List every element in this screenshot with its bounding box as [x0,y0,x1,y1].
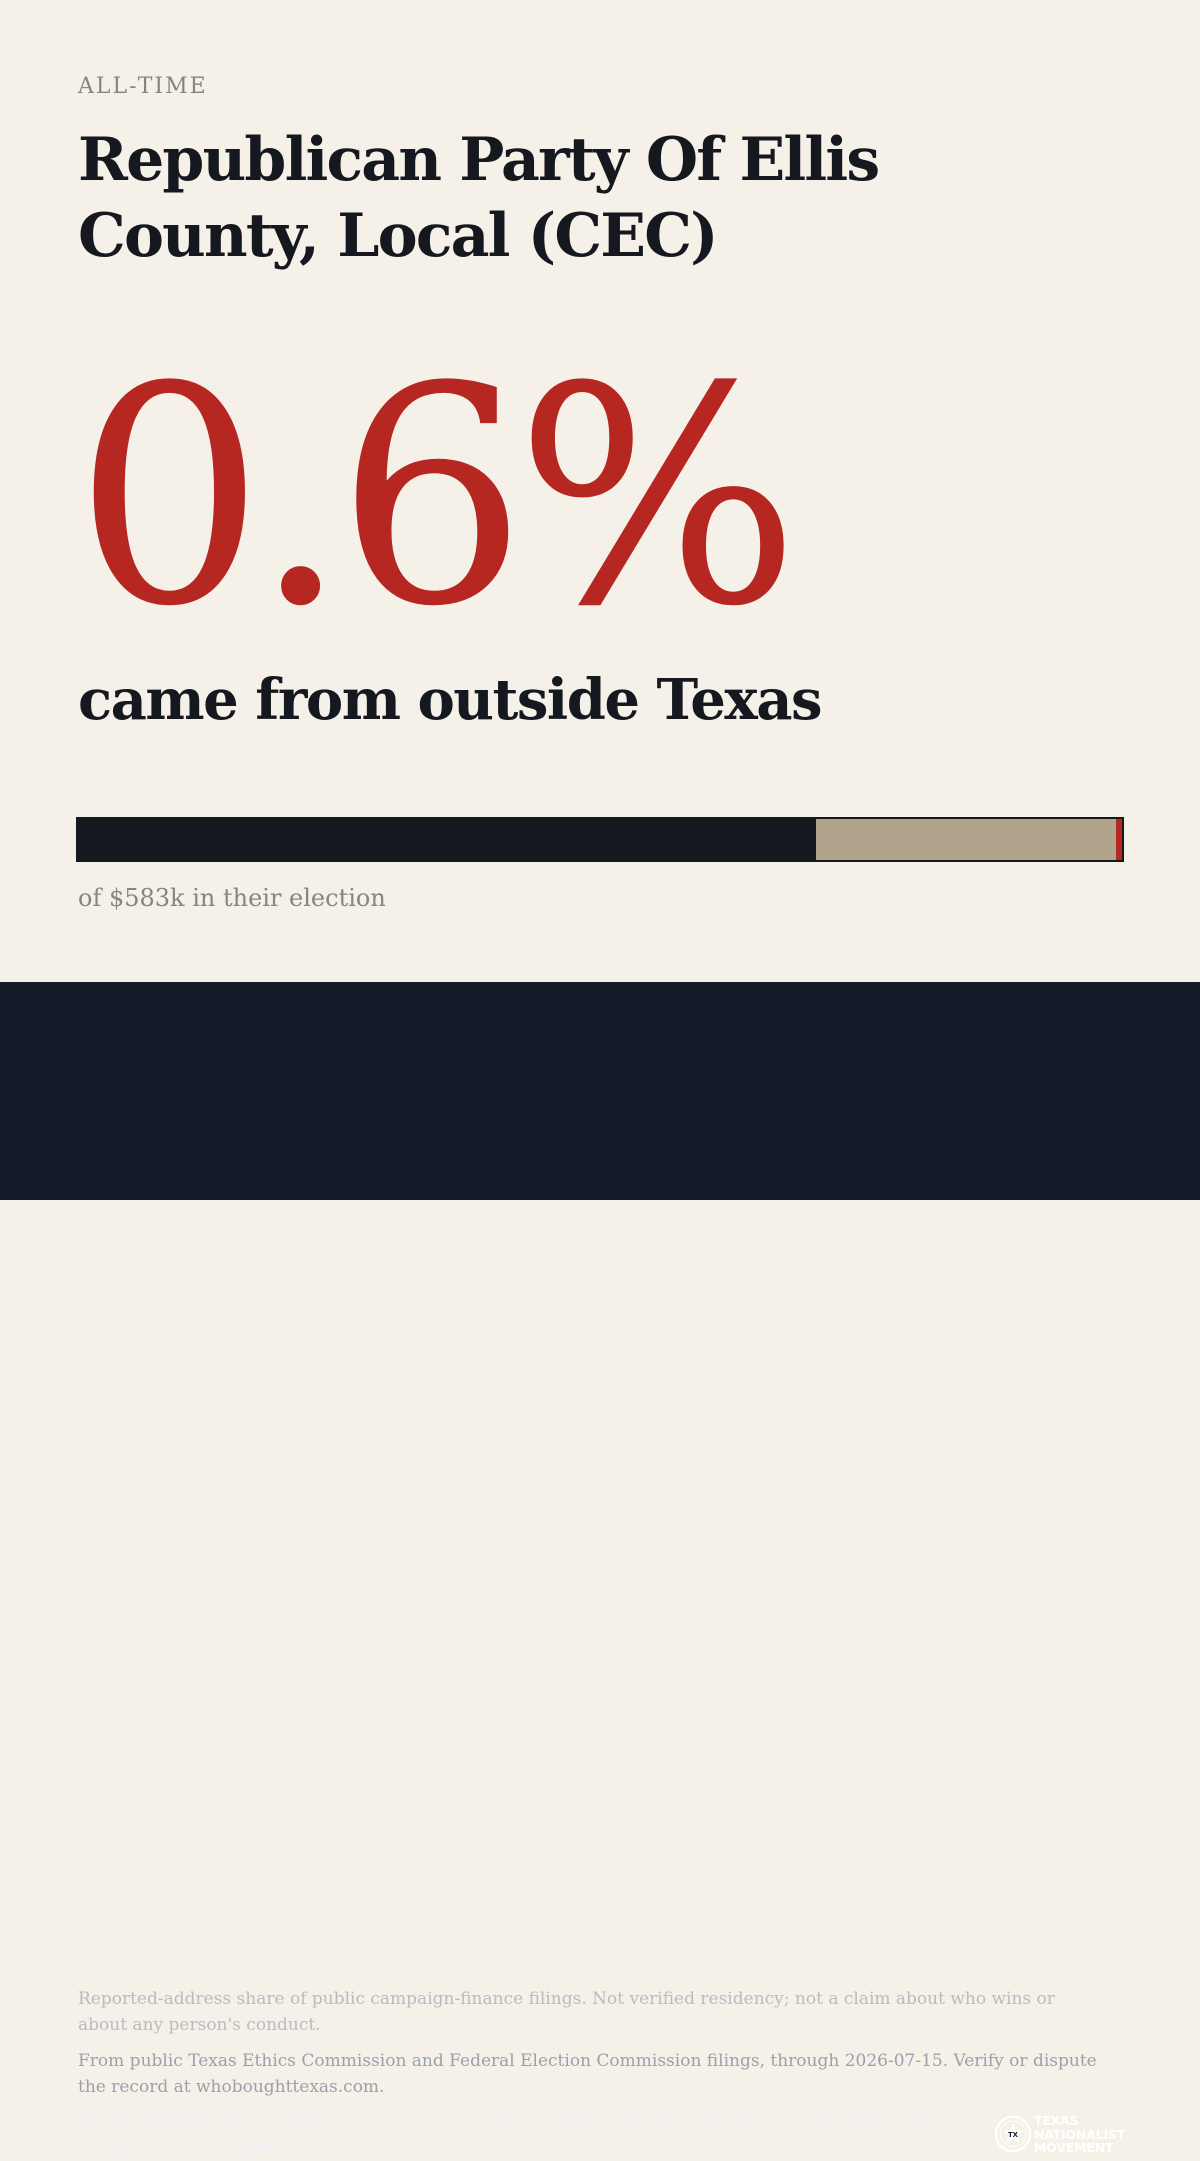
tnm-logo: TX TEXAS NATIONALIST MOVEMENT [994,2113,1134,2157]
logo-line-1: TEXAS [1034,2113,1079,2128]
disclaimer-text: Reported-address share of public campaig… [78,1989,1055,2035]
election-total-caption: of $583k in their election [78,884,386,912]
main-card: ALL-TIME Republican Party Of Ellis Count… [0,0,1200,982]
logo-line-3: MOVEMENT [1034,2140,1114,2155]
bar-segment-texas [78,819,817,860]
logo-line-2: NATIONALIST [1034,2126,1126,2142]
outside-share-subline: came from outside Texas [78,667,823,733]
credit-text: Texas Outside Money Index · a project of… [78,2111,969,2158]
footer: Reported-address share of public campaig… [0,982,1200,2158]
money-share-bar [76,817,1124,862]
logo-wordmark: TEXAS NATIONALIST MOVEMENT [1034,2114,1125,2155]
svg-text:TX: TX [1008,2131,1018,2139]
source-text: From public Texas Ethics Commission and … [78,2051,1097,2097]
committee-title: Republican Party Of Ellis County, Local … [78,125,880,271]
bar-segment-outside-texas [1115,819,1122,860]
star-seal-icon: TX [994,2115,1032,2153]
time-range-label: ALL-TIME [78,74,208,99]
outside-share-percent: 0.6% [74,323,800,672]
